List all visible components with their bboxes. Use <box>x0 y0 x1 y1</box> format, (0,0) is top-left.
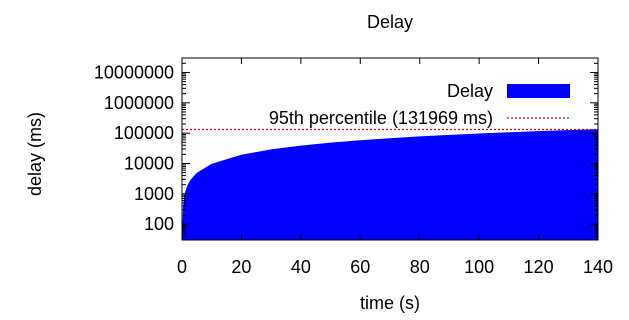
x-tick-label: 40 <box>291 257 311 277</box>
y-tick-label: 100 <box>144 214 174 234</box>
y-tick-label: 10000 <box>124 153 174 173</box>
x-tick-label: 20 <box>231 257 251 277</box>
y-tick-label: 1000 <box>134 184 174 204</box>
x-tick-label: 0 <box>177 257 187 277</box>
legend-label-delay: Delay <box>447 81 493 101</box>
x-tick-label: 140 <box>583 257 613 277</box>
chart-title: Delay <box>367 12 413 32</box>
legend-label-percentile: 95th percentile (131969 ms) <box>269 108 493 128</box>
x-tick-label: 100 <box>464 257 494 277</box>
y-axis-label: delay (ms) <box>25 112 45 196</box>
y-tick-label: 100000 <box>114 123 174 143</box>
legend-swatch-delay <box>507 84 570 98</box>
x-tick-label: 120 <box>524 257 554 277</box>
plot-area: 0 20 40 60 80 100 120 140 100 1000 10000 100000 1000… <box>94 57 613 277</box>
x-tick-label: 60 <box>350 257 370 277</box>
y-tick-label: 1000000 <box>104 93 174 113</box>
x-axis-label: time (s) <box>360 293 420 313</box>
y-tick-label: 10000000 <box>94 62 174 82</box>
delay-area <box>182 129 599 241</box>
x-tick-label: 80 <box>410 257 430 277</box>
